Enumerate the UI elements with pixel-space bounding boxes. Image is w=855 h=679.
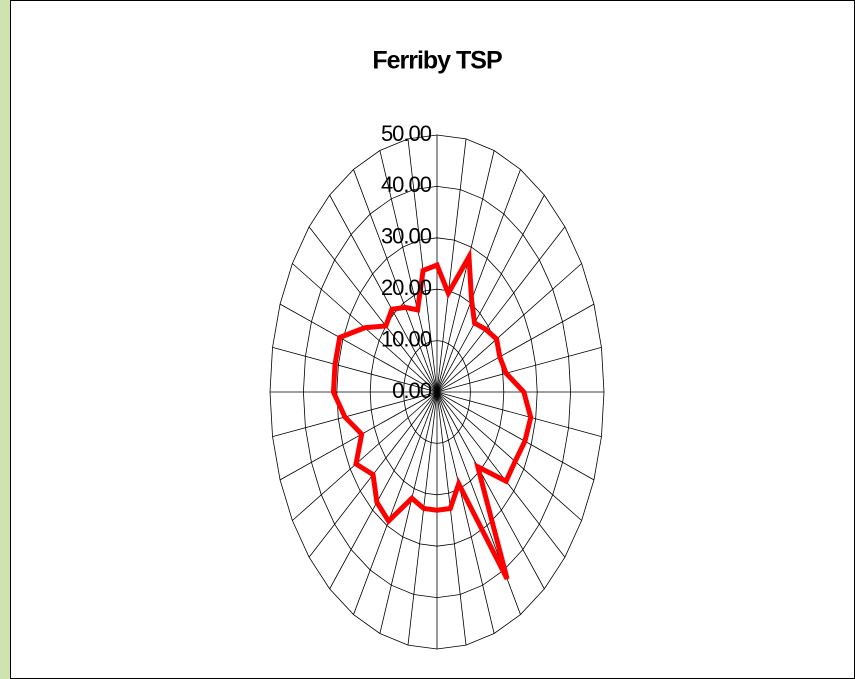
spoke (329, 391, 438, 590)
spoke (436, 391, 545, 590)
spoke (379, 391, 438, 634)
spoke (407, 391, 438, 646)
spoke (272, 346, 438, 393)
r-tick-label: 50.00 (381, 121, 432, 146)
spoke (436, 194, 545, 393)
spoke (436, 391, 495, 634)
r-tick-label: 40.00 (381, 172, 432, 197)
spoke (308, 226, 438, 393)
data-line (330, 248, 534, 581)
spoke (436, 169, 521, 393)
spoke (436, 138, 467, 393)
spoke (292, 391, 438, 521)
r-tick-label: 0.00 (392, 378, 432, 403)
r-tick-label: 20.00 (381, 275, 432, 300)
spoke (436, 303, 595, 393)
spoke (436, 226, 566, 393)
chart-frame (10, 0, 855, 679)
spoke (329, 194, 438, 393)
r-tick-label: 10.00 (381, 326, 432, 351)
spoke (353, 169, 438, 393)
r-tick-label: 30.00 (381, 224, 432, 249)
chart-title: Ferriby TSP (372, 47, 502, 75)
spoke (436, 391, 582, 521)
spoke (407, 138, 438, 393)
spoke (436, 150, 495, 393)
spoke (272, 391, 438, 438)
spoke (436, 263, 582, 393)
spoke (279, 391, 438, 481)
spoke (436, 391, 595, 481)
spoke (436, 391, 566, 558)
spoke (379, 150, 438, 393)
spoke (436, 346, 602, 393)
spoke (436, 391, 467, 646)
spoke (353, 391, 438, 615)
spoke (279, 303, 438, 393)
spoke (436, 391, 602, 438)
